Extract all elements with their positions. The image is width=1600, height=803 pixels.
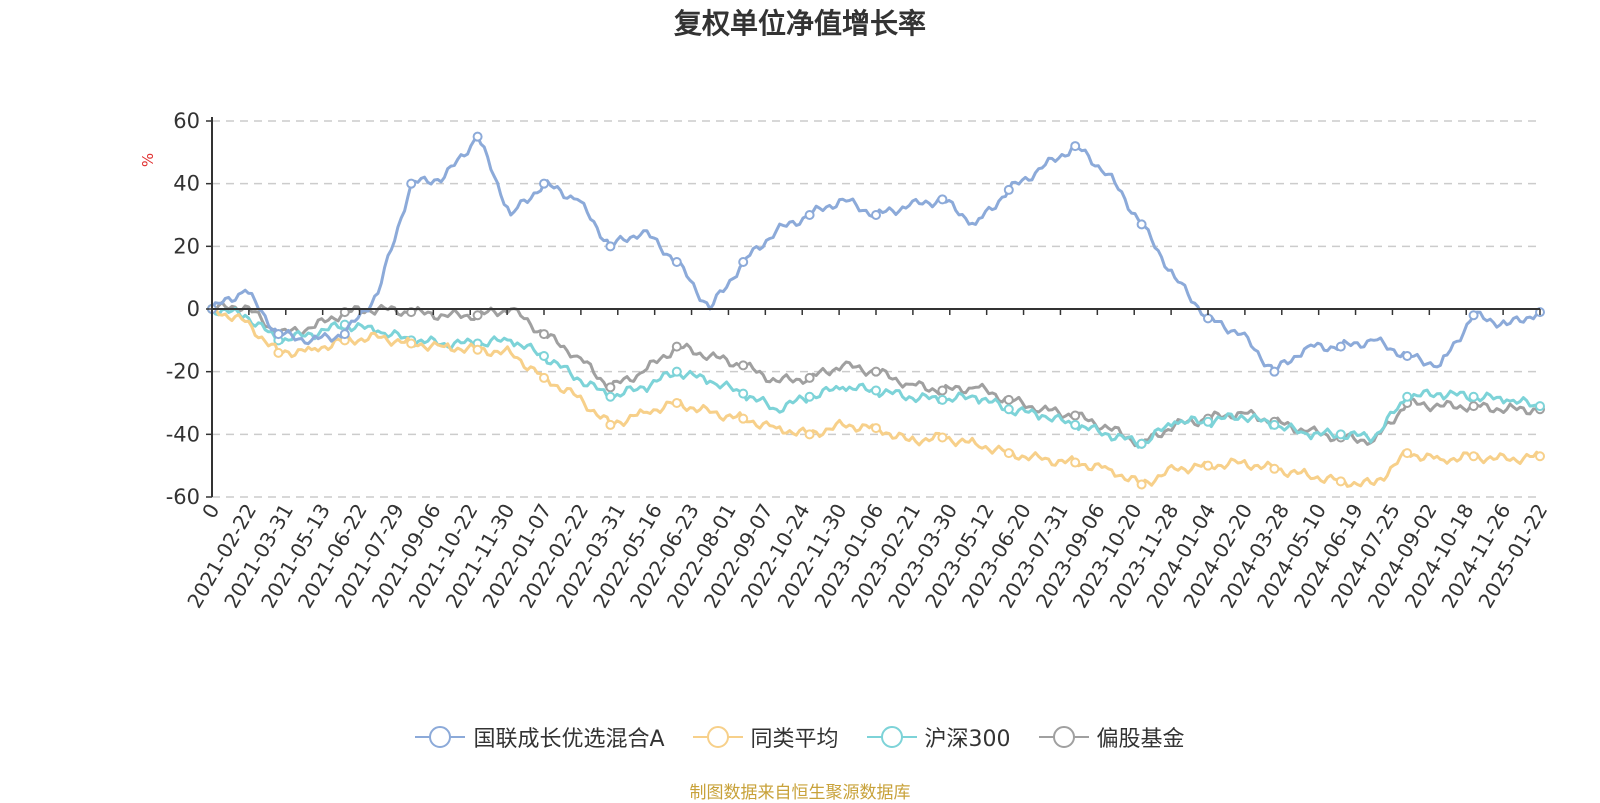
series-marker xyxy=(1003,394,1014,405)
series-marker xyxy=(1402,391,1413,402)
legend-swatch-icon xyxy=(692,726,743,748)
y-axis-unit-label: % xyxy=(139,153,157,167)
series-marker xyxy=(1003,404,1014,415)
y-tick-label: -40 xyxy=(166,422,200,446)
source-note: 制图数据来自恒生聚源数据库 xyxy=(689,783,911,803)
series-marker xyxy=(671,366,682,377)
legend-label: 同类平均 xyxy=(750,727,839,752)
series-marker xyxy=(937,432,948,443)
series-marker xyxy=(539,329,549,340)
series-marker xyxy=(1269,419,1280,430)
series-marker xyxy=(1070,419,1081,430)
series-marker xyxy=(1535,401,1545,412)
legend-item[interactable]: 沪深300 xyxy=(866,721,1011,753)
series-marker xyxy=(472,131,483,142)
y-tick-label: 60 xyxy=(173,109,200,133)
y-tick-label: -60 xyxy=(166,485,200,509)
series-marker xyxy=(871,210,881,220)
legend-swatch-icon xyxy=(415,726,466,748)
series-marker xyxy=(804,210,815,220)
chart-title: 复权单位净值增长率 xyxy=(673,7,926,40)
series-marker xyxy=(472,310,483,321)
series-marker xyxy=(738,360,749,371)
series-marker xyxy=(1468,451,1479,462)
axes: 6040200-20-40-6002021-02-222021-03-31202… xyxy=(166,109,1553,612)
legend-item[interactable]: 同类平均 xyxy=(692,721,839,753)
series-marker xyxy=(1468,310,1479,321)
series-marker xyxy=(937,194,948,205)
series-marker xyxy=(1203,416,1213,427)
y-tick-label: -20 xyxy=(166,360,200,384)
y-tick-label: 0 xyxy=(187,297,200,321)
series-marker xyxy=(1468,391,1479,402)
series-marker xyxy=(406,178,417,189)
legend-swatch-icon xyxy=(1038,726,1089,748)
series-marker xyxy=(871,366,881,377)
series-marker xyxy=(671,398,682,408)
series-marker xyxy=(605,419,616,430)
series-marker xyxy=(539,372,549,383)
series-marker xyxy=(738,388,749,399)
series-marker xyxy=(1203,460,1213,471)
series-marker xyxy=(871,423,881,434)
series-marker xyxy=(406,338,417,349)
series-marker xyxy=(1070,410,1081,421)
series-marker xyxy=(1335,341,1346,352)
series-marker xyxy=(804,372,815,383)
y-tick-label: 40 xyxy=(173,172,200,196)
series-marker xyxy=(1402,448,1413,459)
series-marker xyxy=(539,178,549,189)
series-marker xyxy=(605,382,616,393)
legend: 国联成长优选混合A 同类平均 沪深300 偏股基金 xyxy=(0,722,1600,752)
legend-label: 偏股基金 xyxy=(1096,727,1185,752)
series-marker xyxy=(671,257,682,267)
series-marker xyxy=(339,329,350,340)
series-marker xyxy=(1136,438,1147,449)
series-marker xyxy=(605,241,616,252)
series-marker xyxy=(738,257,749,267)
legend-label: 沪深300 xyxy=(924,727,1011,752)
series-marker xyxy=(1136,219,1147,230)
series-marker xyxy=(1468,401,1479,412)
series-marker xyxy=(1070,141,1081,152)
series-marker xyxy=(1070,457,1081,468)
y-tick-label: 20 xyxy=(173,234,200,258)
series-marker xyxy=(1402,351,1413,361)
series-marker xyxy=(937,385,948,396)
series-marker xyxy=(1335,476,1346,487)
series-marker xyxy=(539,351,549,361)
series-marker xyxy=(1269,366,1280,377)
series-marker xyxy=(1335,429,1346,440)
series-marker xyxy=(1136,479,1147,490)
series-marker xyxy=(871,385,881,396)
series-marker xyxy=(605,391,616,402)
legend-item[interactable]: 偏股基金 xyxy=(1038,721,1185,753)
legend-swatch-icon xyxy=(866,726,917,748)
series-marker xyxy=(937,394,948,405)
series-marker xyxy=(1269,463,1280,474)
series-line xyxy=(211,306,1542,488)
series-marker xyxy=(1003,448,1014,459)
series-marker xyxy=(1535,451,1545,462)
series-marker xyxy=(273,329,284,340)
legend-label: 国联成长优选混合A xyxy=(473,727,665,752)
series-marker xyxy=(804,391,815,402)
series-marker xyxy=(804,429,815,440)
legend-item[interactable]: 国联成长优选混合A xyxy=(415,721,665,753)
x-tick-label: 0 xyxy=(197,500,224,523)
series-marker xyxy=(1203,313,1213,324)
series-marker xyxy=(738,413,749,424)
series-marker xyxy=(273,347,284,358)
series-marker xyxy=(472,344,483,355)
series-marker xyxy=(671,341,682,352)
series-marker xyxy=(1003,184,1014,195)
